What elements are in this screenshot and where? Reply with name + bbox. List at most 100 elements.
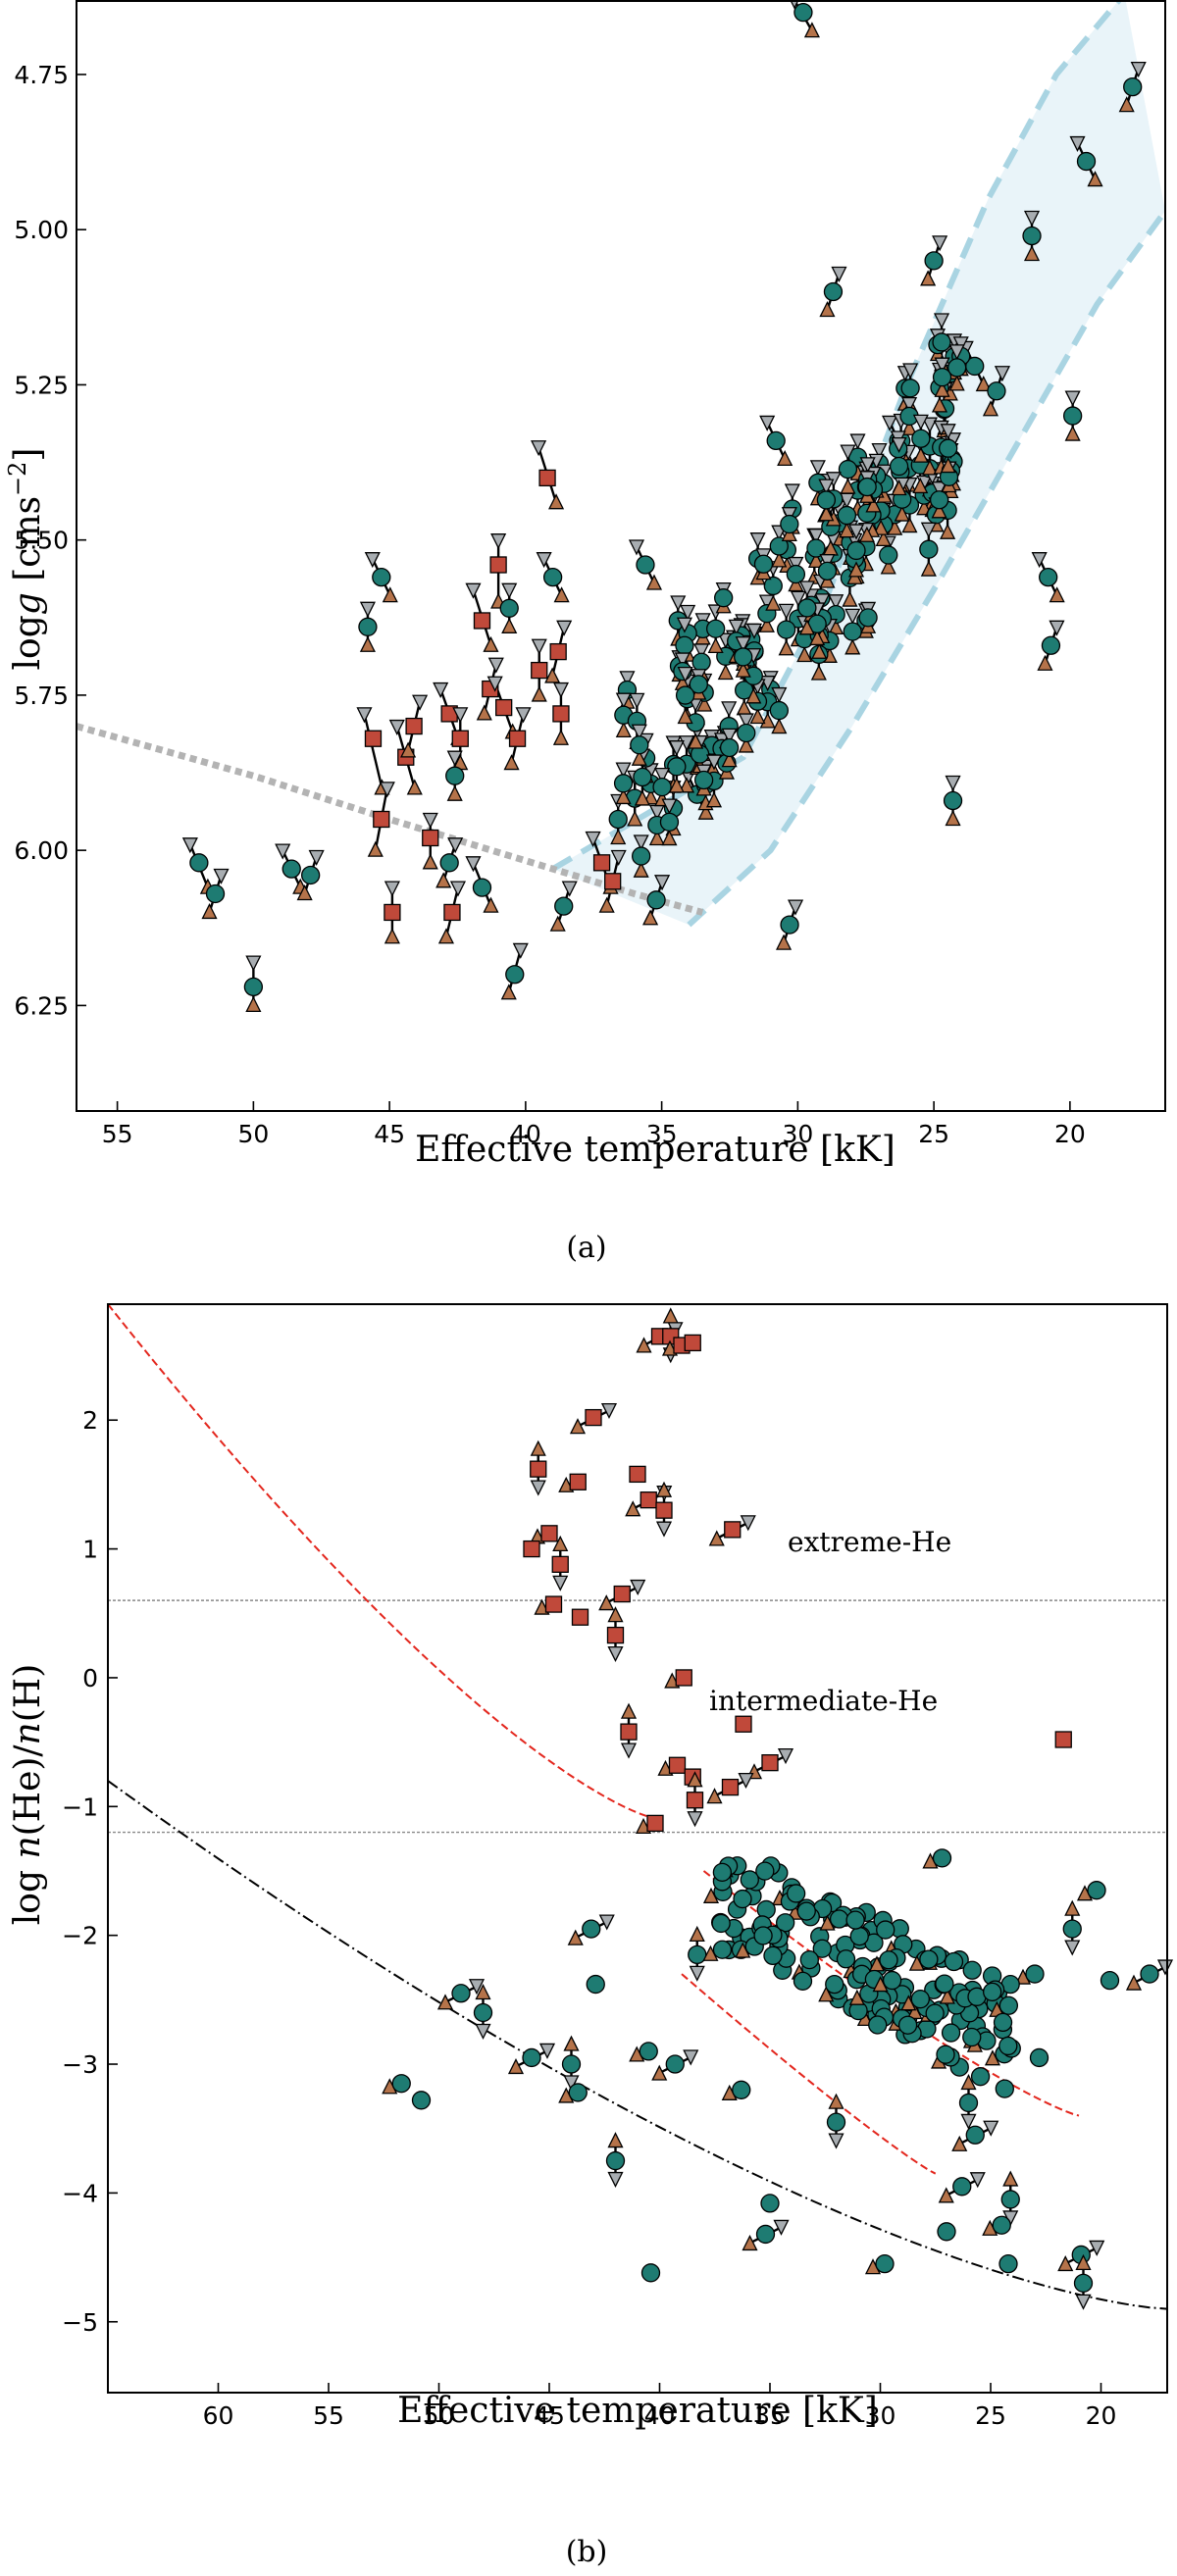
a-lower-bound-marker	[629, 692, 645, 709]
b-he-rich-point	[655, 1501, 673, 1519]
a-lower-bound-marker	[849, 433, 866, 450]
a-upper-bound-marker	[1118, 96, 1135, 113]
a-h-rich-point	[919, 539, 939, 559]
b-x-tick-label: 45	[534, 2401, 565, 2430]
a-upper-bound-marker	[501, 617, 518, 633]
a-x-tick-label: 30	[782, 1120, 813, 1148]
b-he-rich-point	[721, 1778, 740, 1796]
a-h-rich-point	[1123, 76, 1143, 97]
b-x-axis-title: Effective temperature [kK]	[397, 2391, 878, 2431]
a-h-rich-point	[439, 853, 459, 873]
a-upper-bound-marker	[745, 687, 762, 704]
a-upper-bound-marker	[544, 667, 561, 683]
a-upper-bound-marker	[738, 736, 754, 753]
a-h-rich-point	[243, 977, 264, 997]
a-h-rich-point	[652, 777, 672, 797]
a-lower-bound-marker	[1031, 552, 1048, 569]
b-y-tick-label: −3	[62, 2050, 98, 2079]
b-lower-bound-marker	[1064, 1940, 1081, 1956]
a-h-rich-point	[714, 588, 734, 608]
b-y-sp	[8, 1859, 48, 1870]
panel-b: 60 55 50 45 40 35 30 25 20 2 1 0 −1 −2 −3 −4 −5 extreme…	[8, 1303, 1174, 2569]
a-lower-bound-marker	[446, 750, 463, 767]
a-upper-bound-marker	[1037, 654, 1053, 671]
a-x-axis-title: Effective temperature [kK]	[415, 1130, 896, 1170]
b-h-rich-point	[962, 1960, 982, 1980]
a-upper-bound-marker	[975, 375, 992, 392]
a-upper-bound-marker	[847, 561, 865, 578]
a-lower-bound-marker	[486, 676, 503, 692]
b-upper-bound-marker	[475, 1984, 491, 2000]
a-lower-bound-marker	[847, 524, 865, 540]
a-lower-bound-marker	[871, 443, 888, 460]
b-upper-bound-marker	[662, 1307, 679, 1324]
a-h-rich-point	[924, 251, 944, 271]
a-upper-bound-marker	[384, 928, 400, 944]
a-h-rich-point	[780, 514, 799, 534]
a-h-rich-point	[613, 774, 634, 793]
a-lower-bound-marker	[721, 728, 738, 744]
b-y-tick-label: 1	[82, 1536, 98, 1564]
a-h-rich-point	[1022, 226, 1042, 246]
b-x-tick-label: 60	[203, 2401, 234, 2430]
b-h-rich-point	[910, 1990, 930, 2009]
a-h-rich-point	[499, 598, 519, 618]
b-x-tick-label: 20	[1086, 2401, 1117, 2430]
b-he-rich-point	[606, 1626, 625, 1644]
a-h-rich-point	[947, 358, 967, 378]
a-y-tick-label: 5.75	[14, 682, 69, 710]
a-lower-bound-marker	[680, 604, 696, 621]
b-h-rich-point	[605, 2150, 626, 2171]
a-lower-bound-marker	[308, 849, 325, 866]
a-lower-bound-marker	[433, 682, 449, 699]
b-h-rich-point	[998, 2036, 1018, 2056]
a-upper-bound-marker	[920, 270, 937, 286]
a-y-tick-label: 4.75	[14, 61, 69, 89]
a-upper-bound-marker	[819, 301, 836, 318]
a-he-rich-point	[364, 730, 383, 747]
a-lower-bound-marker	[859, 457, 876, 474]
a-h-rich-point	[932, 332, 951, 352]
b-lower-bound-marker	[563, 2075, 580, 2092]
a-h-rich-point	[939, 438, 958, 458]
a-lower-bound-marker	[1064, 390, 1081, 407]
b-he-rich-point	[620, 1723, 638, 1741]
a-upper-bound-marker	[781, 525, 797, 542]
a-upper-bound-marker	[891, 480, 907, 496]
b-black-curve	[107, 1780, 1168, 2310]
b-h-rich-point	[992, 2215, 1011, 2235]
b-lower-bound-marker	[1075, 2294, 1092, 2310]
b-upper-bound-marker	[436, 1994, 454, 2010]
b-h-rich-point	[962, 2027, 982, 2047]
a-y-sup: −2	[4, 462, 31, 496]
b-h-rich-point	[763, 1945, 783, 1966]
b-lower-bound-marker	[600, 1402, 618, 1420]
a-h-rich-point	[689, 675, 708, 694]
b-h-rich-point	[582, 1919, 601, 1939]
a-upper-bound-marker	[735, 661, 751, 678]
a-lower-bound-marker	[759, 415, 776, 431]
a-upper-bound-marker	[1023, 245, 1041, 262]
a-h-rich-point	[691, 652, 711, 672]
b-h-rich-point	[1100, 1970, 1120, 1991]
a-lower-bound-marker	[948, 344, 965, 361]
b-x-tick-label: 55	[313, 2401, 344, 2430]
a-upper-bound-marker	[788, 576, 804, 592]
a-upper-bound-marker	[359, 635, 376, 652]
b-h-rich-point	[944, 1951, 964, 1972]
b-lower-bound-marker	[773, 2219, 790, 2236]
b-h-rich-point	[952, 2177, 972, 2197]
a-upper-bound-marker	[422, 853, 438, 870]
b-upper-bound-marker	[569, 1418, 587, 1435]
a-upper-bound-marker	[296, 884, 313, 901]
a-upper-bound-marker	[811, 642, 828, 659]
a-upper-bound-marker	[245, 995, 262, 1013]
b-lower-bound-marker	[738, 1772, 754, 1790]
a-h-rich-point	[542, 568, 563, 587]
b-x-tick-label: 50	[424, 2401, 455, 2430]
b-h-rich-point	[941, 2023, 961, 2043]
a-he-rich-point	[473, 612, 491, 630]
b-h-rich-point	[712, 1862, 733, 1882]
b-h-rich-point	[1087, 1881, 1106, 1900]
